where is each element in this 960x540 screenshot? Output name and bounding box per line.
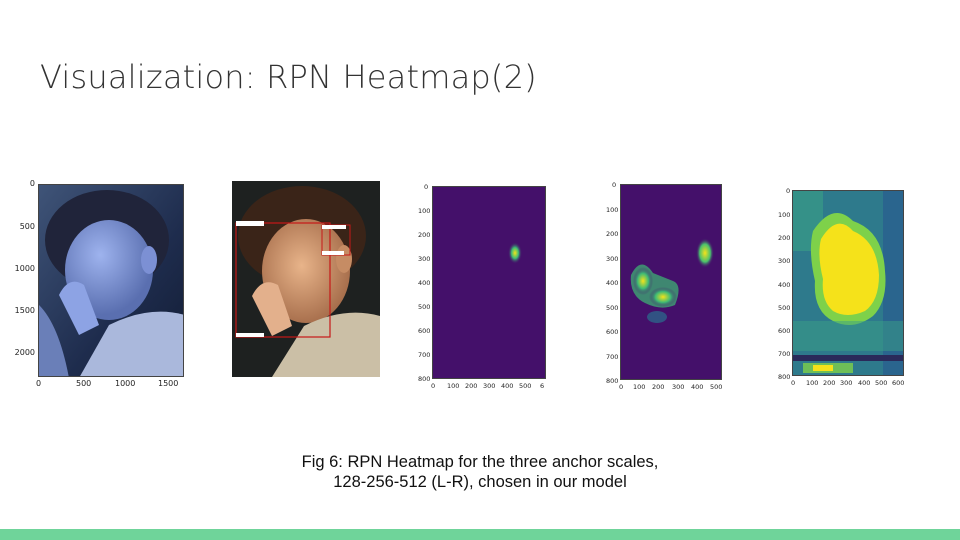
- x-tick: 6: [540, 382, 545, 390]
- footer-accent-bar: [0, 529, 960, 540]
- y-tick: 300: [778, 257, 791, 265]
- y-tick: 0: [424, 183, 429, 191]
- y-tick: 100: [778, 211, 791, 219]
- y-tick: 800: [418, 375, 431, 383]
- x-tick: 300: [672, 383, 685, 391]
- y-tick: 700: [778, 350, 791, 358]
- y-tick: 500: [778, 304, 791, 312]
- figure-heatmap-128: 0 100 200 300 400 500 600 700 800 0 100 …: [412, 182, 552, 392]
- x-tick: 0: [791, 379, 796, 387]
- heatmap-512: [792, 190, 904, 376]
- heatmap-256-svg: [630, 238, 714, 323]
- portrait-blue-image: [39, 185, 183, 376]
- x-tick: 300: [840, 379, 853, 387]
- y-tick: 400: [606, 279, 619, 287]
- y-tick: 200: [418, 231, 431, 239]
- x-tick: 200: [465, 382, 478, 390]
- y-tick: 700: [606, 353, 619, 361]
- y-tick: 600: [418, 327, 431, 335]
- x-tick: 400: [691, 383, 704, 391]
- x-tick: 600: [892, 379, 905, 387]
- figure-heatmap-256: 0 100 200 300 400 500 600 700 800 0 100 …: [600, 180, 740, 392]
- slide-title: Visualization: RPN Heatmap(2): [40, 58, 537, 96]
- x-tick: 500: [76, 379, 92, 388]
- x-tick: 100: [447, 382, 460, 390]
- y-tick: 1000: [14, 264, 35, 273]
- x-tick: 0: [431, 382, 436, 390]
- y-tick: 600: [778, 327, 791, 335]
- x-tick: 1500: [158, 379, 179, 388]
- y-tick: 500: [19, 222, 35, 231]
- y-tick: 300: [606, 255, 619, 263]
- x-tick: 400: [858, 379, 871, 387]
- heatmap-512-svg: [793, 191, 903, 375]
- y-tick: 800: [606, 377, 619, 385]
- x-tick: 400: [501, 382, 514, 390]
- y-tick: 2000: [14, 348, 35, 357]
- x-tick: 200: [823, 379, 836, 387]
- y-tick: 0: [29, 179, 35, 188]
- y-tick: 800: [778, 373, 791, 381]
- y-tick: 300: [418, 255, 431, 263]
- photo-original: [38, 184, 184, 377]
- x-tick: 1000: [115, 379, 136, 388]
- y-tick: 1500: [14, 306, 35, 315]
- x-tick: 500: [710, 383, 723, 391]
- x-tick: 500: [875, 379, 888, 387]
- y-tick: 600: [606, 328, 619, 336]
- y-tick: 400: [778, 281, 791, 289]
- heatmap-128-svg: [508, 242, 522, 264]
- x-tick: 200: [652, 383, 665, 391]
- x-tick: 100: [806, 379, 819, 387]
- y-tick: 200: [778, 234, 791, 242]
- heatmap-256: [620, 184, 722, 380]
- x-tick: 0: [36, 379, 42, 388]
- y-tick: 200: [606, 230, 619, 238]
- y-tick: 0: [786, 187, 791, 195]
- figure-caption: Fig 6: RPN Heatmap for the three anchor …: [301, 453, 659, 491]
- portrait-detection-image: [232, 181, 380, 377]
- y-tick: 0: [612, 181, 617, 189]
- figure-original-photo: 0 500 1000 1500 2000 0 500 1000 1500: [14, 178, 190, 393]
- x-tick: 300: [483, 382, 496, 390]
- y-tick: 400: [418, 279, 431, 287]
- y-tick: 500: [418, 303, 431, 311]
- y-tick: 100: [418, 207, 431, 215]
- figure-heatmap-512: 0 100 200 300 400 500 600 700 800 0 100 …: [776, 186, 916, 394]
- x-tick: 100: [633, 383, 646, 391]
- x-tick: 0: [619, 383, 624, 391]
- y-tick: 100: [606, 206, 619, 214]
- heatmap-128: [432, 186, 546, 379]
- figure-detection-photo: [232, 181, 380, 377]
- y-tick: 700: [418, 351, 431, 359]
- x-tick: 500: [519, 382, 532, 390]
- y-tick: 500: [606, 304, 619, 312]
